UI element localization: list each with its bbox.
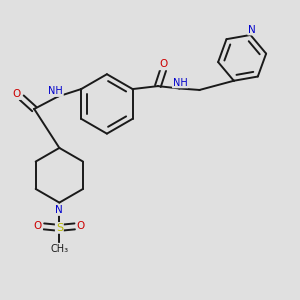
Text: O: O <box>76 221 85 231</box>
Text: O: O <box>159 59 167 69</box>
Text: N: N <box>56 205 63 215</box>
Text: NH: NH <box>48 86 63 96</box>
Text: CH₃: CH₃ <box>50 244 68 254</box>
Text: S: S <box>56 223 63 233</box>
Text: NH: NH <box>173 77 188 88</box>
Text: O: O <box>12 89 20 99</box>
Text: O: O <box>34 221 42 231</box>
Text: N: N <box>248 25 256 34</box>
